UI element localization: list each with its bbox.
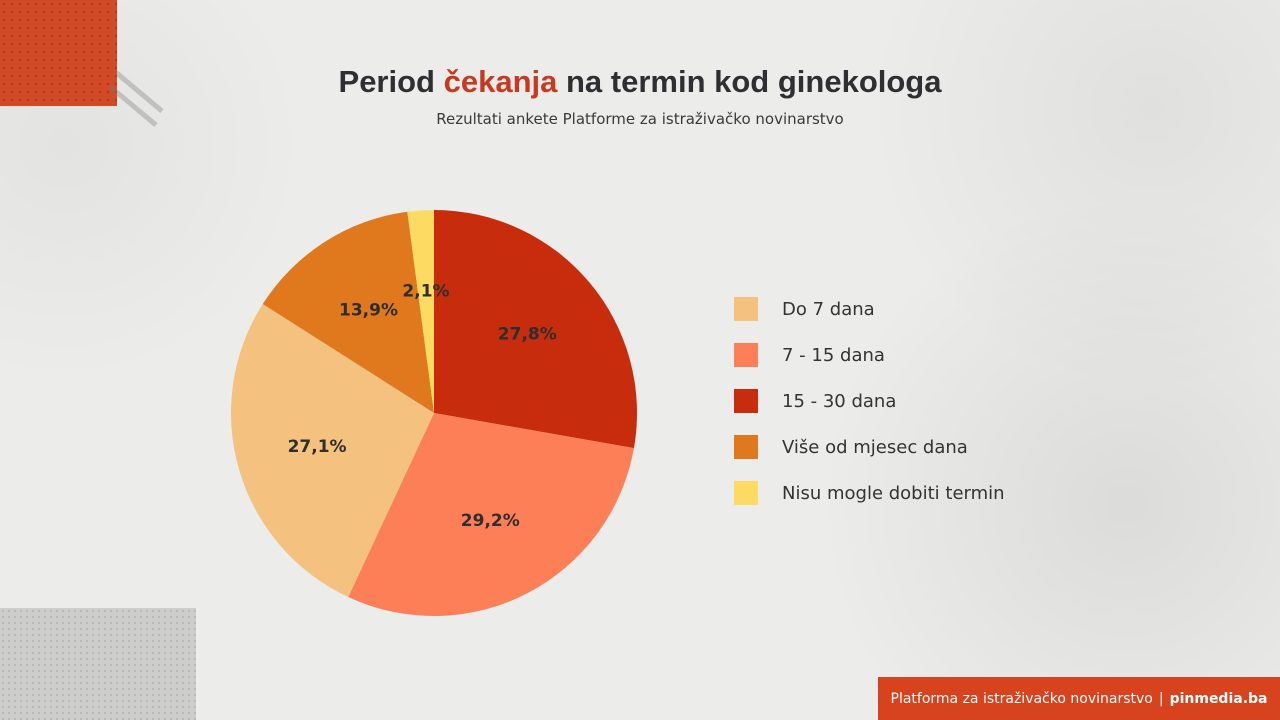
- legend-item-4: Više od mjesec dana: [734, 424, 1005, 470]
- legend-item-1: Do 7 dana: [734, 286, 1005, 332]
- legend-item-5: Nisu mogle dobiti termin: [734, 470, 1005, 516]
- title-part-before: Period: [338, 64, 444, 99]
- footer-separator: |: [1158, 690, 1164, 707]
- legend-label: 15 - 30 dana: [782, 390, 897, 412]
- pie-slice-5: [407, 210, 434, 413]
- pie-slice-2: [348, 413, 634, 617]
- title-part-after: na termin kod ginekologa: [557, 64, 942, 99]
- legend-item-3: 15 - 30 dana: [734, 378, 1005, 424]
- pie-slice-label-1: 27,8%: [498, 325, 557, 345]
- legend-label: Do 7 dana: [782, 298, 875, 320]
- decorative-grey-block: [0, 608, 196, 720]
- corner-accent-block: [0, 0, 117, 106]
- pie-slice-label-3: 27,1%: [288, 437, 347, 457]
- legend-swatch: [734, 343, 758, 367]
- title-accent-word: čekanja: [443, 64, 558, 99]
- pie-labels: 27,8% 29,2% 27,1% 13,9%2,1%: [288, 282, 557, 532]
- footer-org: Platforma za istraživačko novinarstvo: [890, 690, 1153, 707]
- legend-label: Nisu mogle dobiti termin: [782, 482, 1005, 504]
- chart-legend: Do 7 dana 7 - 15 dana 15 - 30 dana Više od …: [734, 286, 1005, 516]
- pie-slice-3: [230, 304, 434, 597]
- pie-slice-label-2: 29,2%: [461, 511, 520, 531]
- footer-bar: Platforma za istraživačko novinarstvo | …: [878, 677, 1280, 720]
- legend-label: 7 - 15 dana: [782, 344, 885, 366]
- pie-slice-label-4: 13,9%: [339, 300, 398, 320]
- pie-slice-1: [434, 210, 638, 449]
- pie-slice-label-5: 2,1%: [402, 282, 449, 302]
- legend-swatch: [734, 481, 758, 505]
- legend-swatch: [734, 389, 758, 413]
- legend-swatch: [734, 297, 758, 321]
- pie-slice-4: [262, 211, 434, 413]
- pie-slices: [230, 210, 638, 617]
- legend-item-2: 7 - 15 dana: [734, 332, 1005, 378]
- chart-subtitle: Rezultati ankete Platforme za istraživač…: [436, 110, 844, 128]
- legend-label: Više od mjesec dana: [782, 436, 968, 458]
- legend-swatch: [734, 435, 758, 459]
- chart-title: Period čekanja na termin kod ginekologa: [0, 64, 1280, 100]
- footer-site-link[interactable]: pinmedia.ba: [1169, 690, 1268, 707]
